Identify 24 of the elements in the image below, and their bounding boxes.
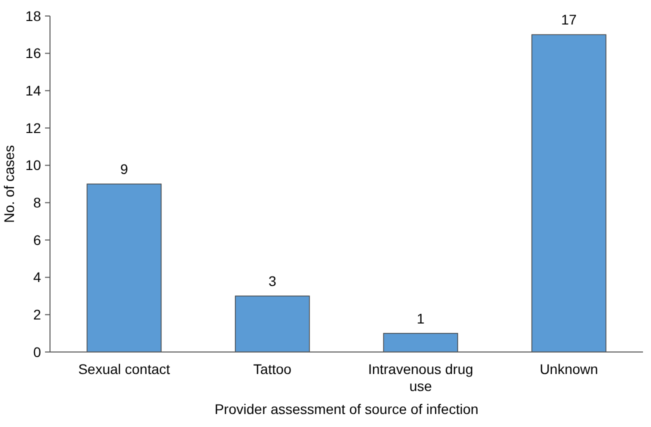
y-tick-label: 0: [33, 344, 42, 360]
bar: [531, 34, 606, 352]
y-axis-title: No. of cases: [1, 145, 17, 223]
data-label: 9: [120, 161, 128, 177]
bar: [234, 296, 310, 352]
y-tick-label: 6: [33, 232, 42, 248]
x-tick-label: Sexual contact: [78, 361, 170, 377]
data-label: 3: [268, 273, 276, 289]
y-tick-label: 12: [25, 120, 42, 136]
bar: [383, 332, 458, 352]
y-tick-label: 14: [25, 82, 42, 99]
y-tick-label: 8: [33, 194, 42, 211]
bar: [86, 184, 162, 352]
y-tick-label: 16: [25, 45, 42, 62]
y-tick-label: 18: [25, 8, 42, 24]
x-tick-label: Unknown: [540, 361, 598, 377]
x-tick-label: Intravenous drug use: [368, 361, 474, 394]
data-label: 1: [416, 310, 425, 326]
x-tick-label: Tattoo: [253, 361, 292, 377]
y-tick-label: 2: [33, 306, 42, 323]
x-axis-title: Provider assessment of source of infection: [214, 401, 478, 417]
y-tick-label: 10: [25, 157, 42, 174]
data-label: 17: [561, 12, 577, 28]
y-tick-label: 4: [33, 269, 42, 286]
